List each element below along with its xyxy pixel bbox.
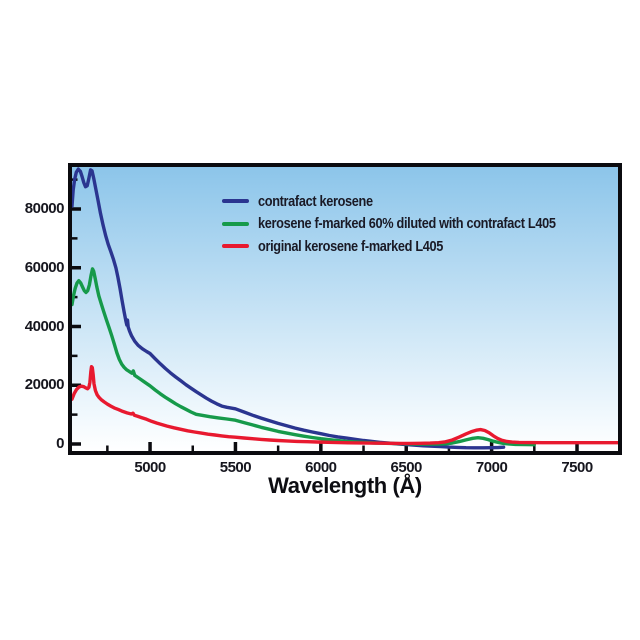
y-tick-label: 60000 <box>24 258 65 276</box>
y-tick-label: 80000 <box>24 200 65 217</box>
series-line-original-kerosene <box>72 364 618 446</box>
x-tick-label: 6500 <box>390 459 423 476</box>
y-tick-label: 20000 <box>24 376 65 394</box>
plot-area: contrafact kerosene kerosene f-marked 60… <box>68 163 622 455</box>
series-line-kerosene-f-marked <box>72 267 536 447</box>
legend-item-original: original kerosene f-marked L405 <box>222 235 608 258</box>
legend-label: kerosene f-marked 60% diluted with contr… <box>258 215 556 233</box>
legend-label: contrafact kerosene <box>258 192 373 210</box>
y-tick-label: 40000 <box>24 317 65 335</box>
legend-item-contrafact: contrafact kerosene <box>222 190 608 213</box>
legend-item-diluted: kerosene f-marked 60% diluted with contr… <box>222 213 608 236</box>
x-tick-label: 5000 <box>134 459 166 476</box>
plot-svg <box>72 167 618 451</box>
legend-line-green-icon <box>222 221 249 226</box>
legend: contrafact kerosene kerosene f-marked 60… <box>222 190 608 258</box>
y-tick-label: 0 <box>56 434 64 452</box>
x-tick-label: 6000 <box>305 459 337 476</box>
x-axis-title: Wavelength (Å) <box>268 473 422 498</box>
x-tick-label: 7000 <box>475 459 508 476</box>
x-tick-label: 7500 <box>561 459 593 476</box>
legend-line-blue-icon <box>222 199 249 204</box>
x-tick-label: 5500 <box>219 459 252 476</box>
legend-label: original kerosene f-marked L405 <box>258 237 444 255</box>
legend-line-red-icon <box>222 244 249 249</box>
